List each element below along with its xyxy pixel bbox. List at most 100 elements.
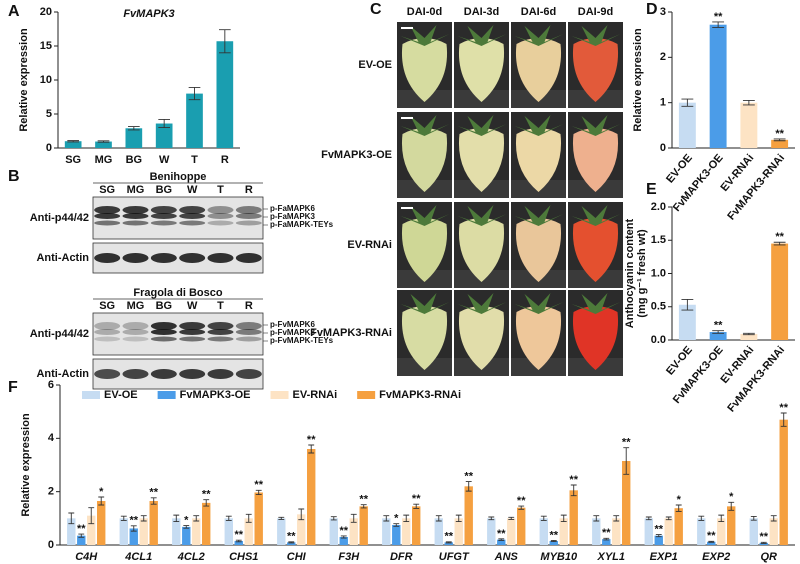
legend-swatch [357,391,376,399]
band [94,369,121,379]
y-tick-label: 2.0 [651,201,666,213]
y-tick-label: 0.5 [651,301,666,313]
photo-row-label: EV-RNAi [347,239,392,251]
error-bar [403,514,410,522]
y-tick-label: 4 [48,432,55,444]
error-bar [455,514,462,522]
bar [202,502,211,545]
blot-title: Benihoppe [150,171,207,183]
bar [277,518,286,545]
bar [740,102,758,148]
bar [759,542,768,545]
photo-column-label: DAI-0d [407,6,442,18]
bar [622,461,631,545]
legend-swatch [270,391,289,399]
error-bar [780,412,787,427]
bar [769,518,778,545]
legend-swatch [157,391,176,399]
bar [559,518,568,545]
error-bar [712,21,725,28]
x-tick-label: W [159,154,170,166]
bar [678,102,696,148]
band-label: p-FvMAPK-TEYs [270,336,334,345]
band [207,336,234,342]
blot-title: Fragola di Bosco [133,287,223,299]
bar [77,535,86,545]
bar [434,518,443,545]
x-tick-label: MG [95,154,113,166]
y-tick-label: 0 [48,539,54,551]
bar [727,506,736,545]
band [179,220,206,226]
significance: ** [339,525,348,537]
bar [155,123,173,148]
bar [464,486,473,545]
error-bar [712,330,725,334]
lane-label: BG [156,184,173,196]
blot-box [92,242,264,274]
y-tick-label: 1.0 [651,267,666,279]
bar [412,506,421,545]
fruit [515,306,562,370]
x-tick-label: F3H [338,551,360,563]
y-tick-label: 3 [660,6,666,18]
bar [139,518,148,545]
band [179,329,206,335]
bar [172,518,181,545]
significance: ** [497,528,506,540]
significance: * [99,486,104,498]
error-bar [67,140,80,143]
error-bar [120,515,127,521]
x-tick-label: FvMAPK3-RNAi [725,152,787,222]
significance: ** [412,493,421,505]
significance: ** [602,527,611,539]
bar [444,542,453,545]
error-bar [383,515,390,522]
error-bar [623,447,630,475]
error-bar [498,538,505,541]
x-tick-label: QR [761,551,778,563]
error-bar [742,99,755,106]
bar [359,506,368,545]
x-tick-label: C4H [75,551,98,563]
band [235,253,262,263]
band [207,253,234,263]
x-tick-label: BG [126,154,143,166]
legend-swatch [82,391,100,399]
error-bar [158,118,171,129]
band-label: p-FaMAPK6 [270,204,315,213]
band [122,336,149,342]
error-bar [288,541,295,544]
bar [307,449,316,545]
lane-label: T [217,184,224,196]
photo-column-label: DAI-6d [521,6,556,18]
error-bar [645,516,652,521]
error-bar [393,523,400,527]
significance: ** [464,470,473,482]
error-bar [681,298,694,311]
significance: ** [549,529,558,541]
chart-title: FvMAPK3 [123,8,174,20]
error-bar [773,241,786,246]
panel-label: D [646,1,658,18]
band [122,329,149,335]
band-label: p-FvMAPK3 [270,328,315,337]
bar [392,525,401,545]
band [179,213,206,219]
error-bar [593,515,600,522]
bar [709,24,727,149]
fruit [572,128,619,192]
error-bar [98,496,105,506]
fruit [458,128,505,192]
error-bar [488,516,495,521]
lane-label: BG [156,300,173,312]
y-tick-label: 2 [48,486,54,498]
band [150,322,177,330]
bar [287,542,296,545]
significance: ** [234,529,243,541]
lane-label: R [245,184,253,196]
bar [678,304,696,340]
band [179,206,206,214]
bar [592,518,601,545]
sepals [571,205,621,226]
